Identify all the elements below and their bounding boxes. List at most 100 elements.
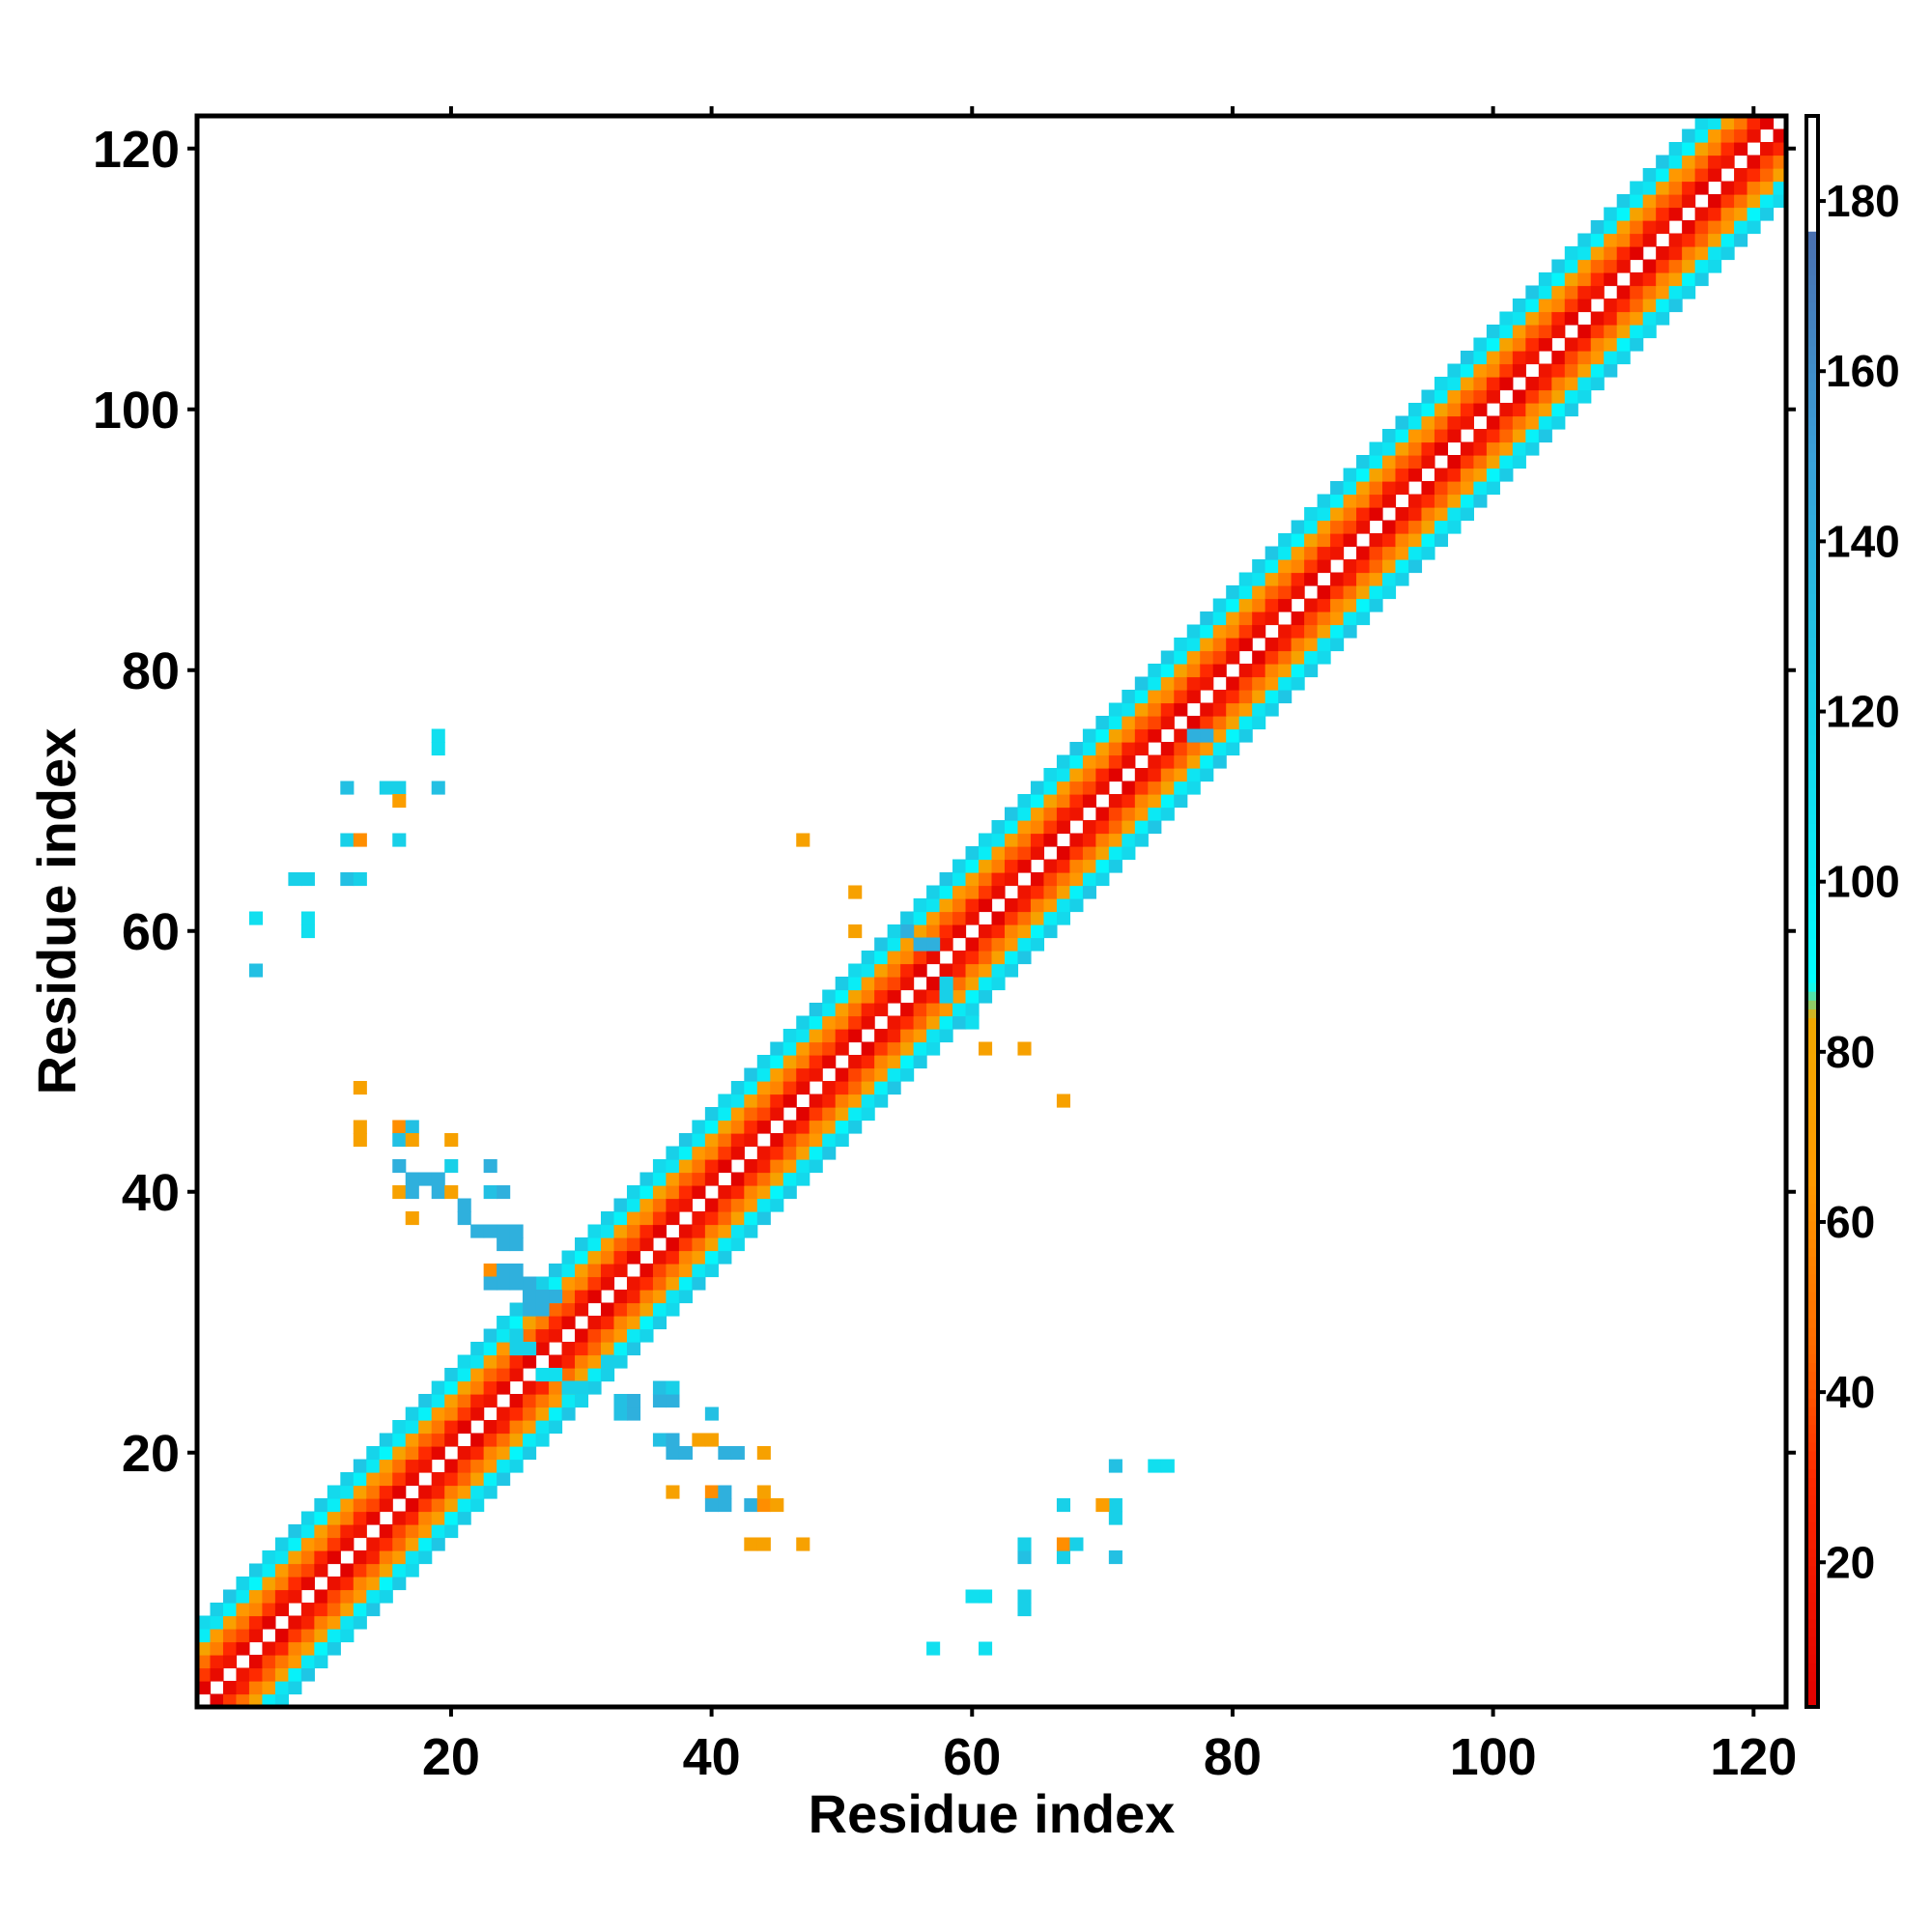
heatmap-cell	[848, 885, 863, 899]
colorbar-segment	[1806, 566, 1818, 577]
heatmap-cell	[1720, 142, 1735, 156]
heatmap-cell	[1656, 194, 1670, 209]
heatmap-cell	[366, 1550, 381, 1565]
heatmap-cell	[770, 1081, 784, 1095]
heatmap-cell	[1069, 898, 1084, 913]
heatmap-cell	[979, 898, 993, 913]
colorbar-segment	[1806, 1035, 1818, 1045]
heatmap-cell	[1004, 963, 1019, 978]
heatmap-cell	[887, 924, 901, 939]
heatmap-cell	[1174, 664, 1188, 678]
heatmap-cell	[1148, 807, 1162, 821]
heatmap-cell	[1512, 455, 1526, 469]
heatmap-cell	[262, 1589, 276, 1604]
heatmap-cell	[835, 1067, 849, 1082]
heatmap-cell	[1590, 325, 1605, 339]
heatmap-cell	[418, 1420, 433, 1435]
heatmap-cell	[1656, 168, 1670, 183]
colorbar-segment	[1806, 1070, 1818, 1081]
heatmap-cell	[327, 1485, 341, 1499]
heatmap-cell	[587, 1342, 602, 1356]
colorbar-frame	[1804, 114, 1820, 1709]
colorbar-segment	[1806, 1043, 1818, 1054]
heatmap-cell	[848, 1081, 863, 1095]
heatmap-cell	[1082, 872, 1096, 887]
heatmap-cell	[718, 1485, 732, 1499]
heatmap-cell	[497, 1433, 511, 1447]
heatmap-cell	[197, 1655, 212, 1669]
heatmap-cell	[1682, 246, 1696, 261]
heatmap-cell	[652, 1172, 668, 1186]
heatmap-cell	[300, 911, 315, 925]
heatmap-cell	[822, 1094, 837, 1108]
colorbar-segment	[1806, 504, 1818, 515]
colorbar-segment	[1806, 389, 1818, 400]
heatmap-cell	[952, 898, 967, 913]
heatmap-cell	[1252, 585, 1266, 600]
heatmap-cell	[756, 1094, 771, 1108]
heatmap-cell	[314, 1641, 328, 1656]
heatmap-cell	[704, 1485, 719, 1499]
heatmap-cell	[1108, 702, 1122, 717]
colorbar-segment	[1806, 1326, 1818, 1337]
heatmap-cell	[1212, 728, 1227, 743]
heatmap-cell	[1486, 363, 1500, 378]
heatmap-cell	[1212, 624, 1227, 639]
colorbar-segment	[1806, 1397, 1818, 1407]
heatmap-cell	[782, 1146, 797, 1160]
colorbar-segment	[1806, 407, 1818, 417]
heatmap-cell	[1630, 325, 1644, 339]
heatmap-cell	[1069, 768, 1084, 782]
heatmap-cell	[822, 1003, 837, 1017]
colorbar-segment	[1806, 805, 1818, 815]
heatmap-cell	[327, 1589, 341, 1604]
heatmap-cell	[1604, 207, 1618, 221]
heatmap-cell	[1486, 455, 1500, 469]
heatmap-cell	[1382, 533, 1397, 548]
heatmap-cell	[392, 1511, 407, 1525]
colorbar-segment	[1806, 240, 1818, 250]
heatmap-cell	[1056, 885, 1070, 899]
colorbar-segment	[1806, 1539, 1818, 1549]
heatmap-cell	[613, 1406, 628, 1421]
heatmap-cell	[1473, 337, 1488, 352]
heatmap-cell	[744, 1211, 758, 1226]
heatmap-cell	[1082, 728, 1096, 743]
heatmap-cell	[366, 1603, 381, 1617]
heatmap-cell	[991, 885, 1006, 899]
heatmap-cell	[1212, 702, 1227, 717]
colorbar-segment	[1806, 266, 1818, 276]
heatmap-cell	[1421, 415, 1435, 430]
heatmap-cell	[1186, 638, 1201, 652]
heatmap-cell	[1017, 820, 1032, 835]
heatmap-cell	[926, 1029, 941, 1043]
heatmap-cell	[991, 924, 1006, 939]
colorbar-segment	[1806, 557, 1818, 568]
heatmap-cell	[1499, 403, 1514, 417]
heatmap-cell	[405, 1511, 419, 1525]
heatmap-cell	[549, 1302, 563, 1317]
heatmap-cell	[327, 1524, 341, 1539]
heatmap-cell	[509, 1264, 524, 1278]
heatmap-cell	[1525, 325, 1540, 339]
heatmap-cell	[952, 951, 967, 965]
heatmap-cell	[1512, 429, 1526, 443]
heatmap-cell	[809, 1107, 823, 1122]
heatmap-cell	[1174, 650, 1188, 665]
heatmap-cell	[1434, 377, 1449, 391]
heatmap-cell	[236, 1693, 250, 1708]
heatmap-cell	[509, 1459, 524, 1473]
heatmap-cell	[392, 1577, 407, 1591]
heatmap-cell	[770, 1094, 784, 1108]
colorbar-segment	[1806, 990, 1818, 1001]
heatmap-cell	[1694, 142, 1709, 156]
heatmap-cell	[744, 1159, 758, 1174]
heatmap-cell	[1708, 155, 1722, 169]
heatmap-cell	[913, 924, 927, 939]
heatmap-cell	[1382, 481, 1397, 496]
heatmap-cell	[979, 872, 993, 887]
heatmap-cell	[1642, 325, 1657, 339]
heatmap-cell	[718, 1094, 732, 1108]
heatmap-cell	[874, 1067, 889, 1082]
heatmap-cell	[1512, 403, 1526, 417]
